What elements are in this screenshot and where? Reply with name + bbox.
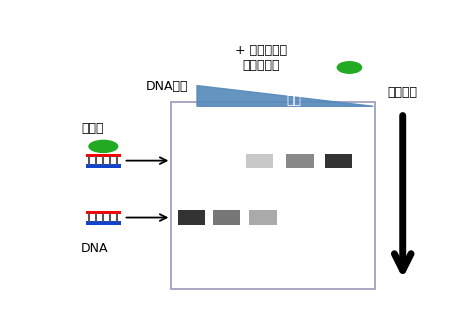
Bar [286,154,314,168]
Point [86,162,92,166]
Text: 泳動方向: 泳動方向 [388,86,418,98]
Point [100,212,106,216]
Point [108,212,113,216]
Point [108,155,113,159]
Bar [325,154,352,168]
Bar [86,164,121,168]
Point [108,162,113,166]
Point [115,162,120,166]
Point [86,155,92,159]
Point [86,219,92,223]
Point [93,219,99,223]
Text: 複合体: 複合体 [81,122,103,135]
Ellipse shape [88,140,118,153]
Point [115,219,120,223]
Bar [171,102,375,289]
Polygon shape [197,86,374,106]
Text: DNA: DNA [81,242,108,255]
Point [108,219,113,223]
Ellipse shape [337,61,362,74]
Bar [178,210,205,225]
Point [93,162,99,166]
Bar [246,154,273,168]
Text: DNAのみ: DNAのみ [146,80,188,93]
Point [100,219,106,223]
Bar [86,154,121,157]
Point [115,155,120,159]
Point [86,212,92,216]
Text: + 核酸結合性
タンパク質: + 核酸結合性 タンパク質 [235,44,287,73]
Bar [213,210,240,225]
Point [115,212,120,216]
Point [93,155,99,159]
Bar [249,210,277,225]
Bar [86,211,121,214]
Point [93,212,99,216]
Point [100,162,106,166]
Text: 濃度: 濃度 [287,94,302,107]
Bar [86,221,121,224]
Point [100,155,106,159]
